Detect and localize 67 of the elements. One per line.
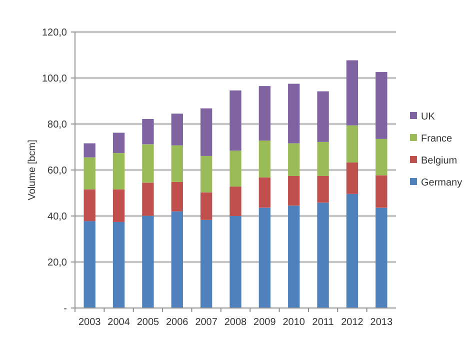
bar xyxy=(376,72,388,139)
bar xyxy=(84,157,96,190)
bar xyxy=(142,118,154,144)
y-tick-label: 120,0 xyxy=(42,28,68,38)
x-tick-label: 2008 xyxy=(224,317,248,328)
bar xyxy=(230,216,242,308)
bar xyxy=(288,176,300,206)
bar xyxy=(200,192,212,220)
bar xyxy=(171,114,183,146)
y-tick-label: 20,0 xyxy=(48,258,68,268)
y-tick-label: 100,0 xyxy=(42,74,68,84)
bar xyxy=(376,175,388,208)
y-axis-title: Volume [bcm] xyxy=(27,139,38,200)
x-tick-label: 2004 xyxy=(108,317,130,328)
x-tick-label: 2003 xyxy=(78,317,102,328)
bar xyxy=(346,60,358,126)
x-tick-label: 2013 xyxy=(370,317,393,328)
bar xyxy=(142,182,154,216)
bar xyxy=(112,152,125,190)
bar xyxy=(84,221,96,308)
bar xyxy=(171,145,183,182)
legend-label: Germany xyxy=(421,178,462,188)
bar xyxy=(258,140,271,178)
bar xyxy=(230,150,242,187)
bar xyxy=(376,138,388,176)
x-tick-label: 2007 xyxy=(195,317,218,328)
bar xyxy=(84,143,96,158)
bar xyxy=(346,162,358,194)
bar xyxy=(200,220,212,308)
bar xyxy=(200,156,212,192)
y-tick-label: 80,0 xyxy=(48,120,68,130)
bar xyxy=(112,132,125,153)
bar xyxy=(112,189,125,222)
bar xyxy=(376,208,388,308)
x-tick-label: 2010 xyxy=(282,317,306,328)
bar xyxy=(230,186,242,216)
bar xyxy=(171,211,183,308)
bar xyxy=(142,144,154,183)
x-tick-label: 2006 xyxy=(166,317,189,328)
bar xyxy=(258,177,271,208)
bar xyxy=(112,222,125,308)
x-tick-label: 2012 xyxy=(341,317,364,328)
bar xyxy=(258,208,271,308)
bar xyxy=(288,143,300,176)
y-tick-label: 40,0 xyxy=(48,212,68,222)
bar xyxy=(142,216,154,308)
bar xyxy=(317,176,329,203)
bar xyxy=(346,194,358,308)
legend-label: Belgium xyxy=(421,156,458,166)
bar xyxy=(200,108,212,156)
legend-label: France xyxy=(421,134,453,144)
bar xyxy=(346,125,358,162)
bar xyxy=(171,182,183,212)
bar xyxy=(258,86,271,141)
bar xyxy=(230,90,242,151)
bar xyxy=(288,84,300,144)
x-tick-label: 2005 xyxy=(136,317,160,328)
y-tick-label: - xyxy=(64,304,67,314)
x-tick-label: 2009 xyxy=(254,317,276,328)
bar xyxy=(288,206,300,308)
bar xyxy=(317,202,329,308)
bar xyxy=(317,142,329,176)
bar xyxy=(84,189,96,222)
x-tick-label: 2011 xyxy=(312,317,334,328)
bar xyxy=(317,91,329,142)
legend-label: UK xyxy=(421,112,436,122)
y-tick-label: 60,0 xyxy=(48,166,68,176)
